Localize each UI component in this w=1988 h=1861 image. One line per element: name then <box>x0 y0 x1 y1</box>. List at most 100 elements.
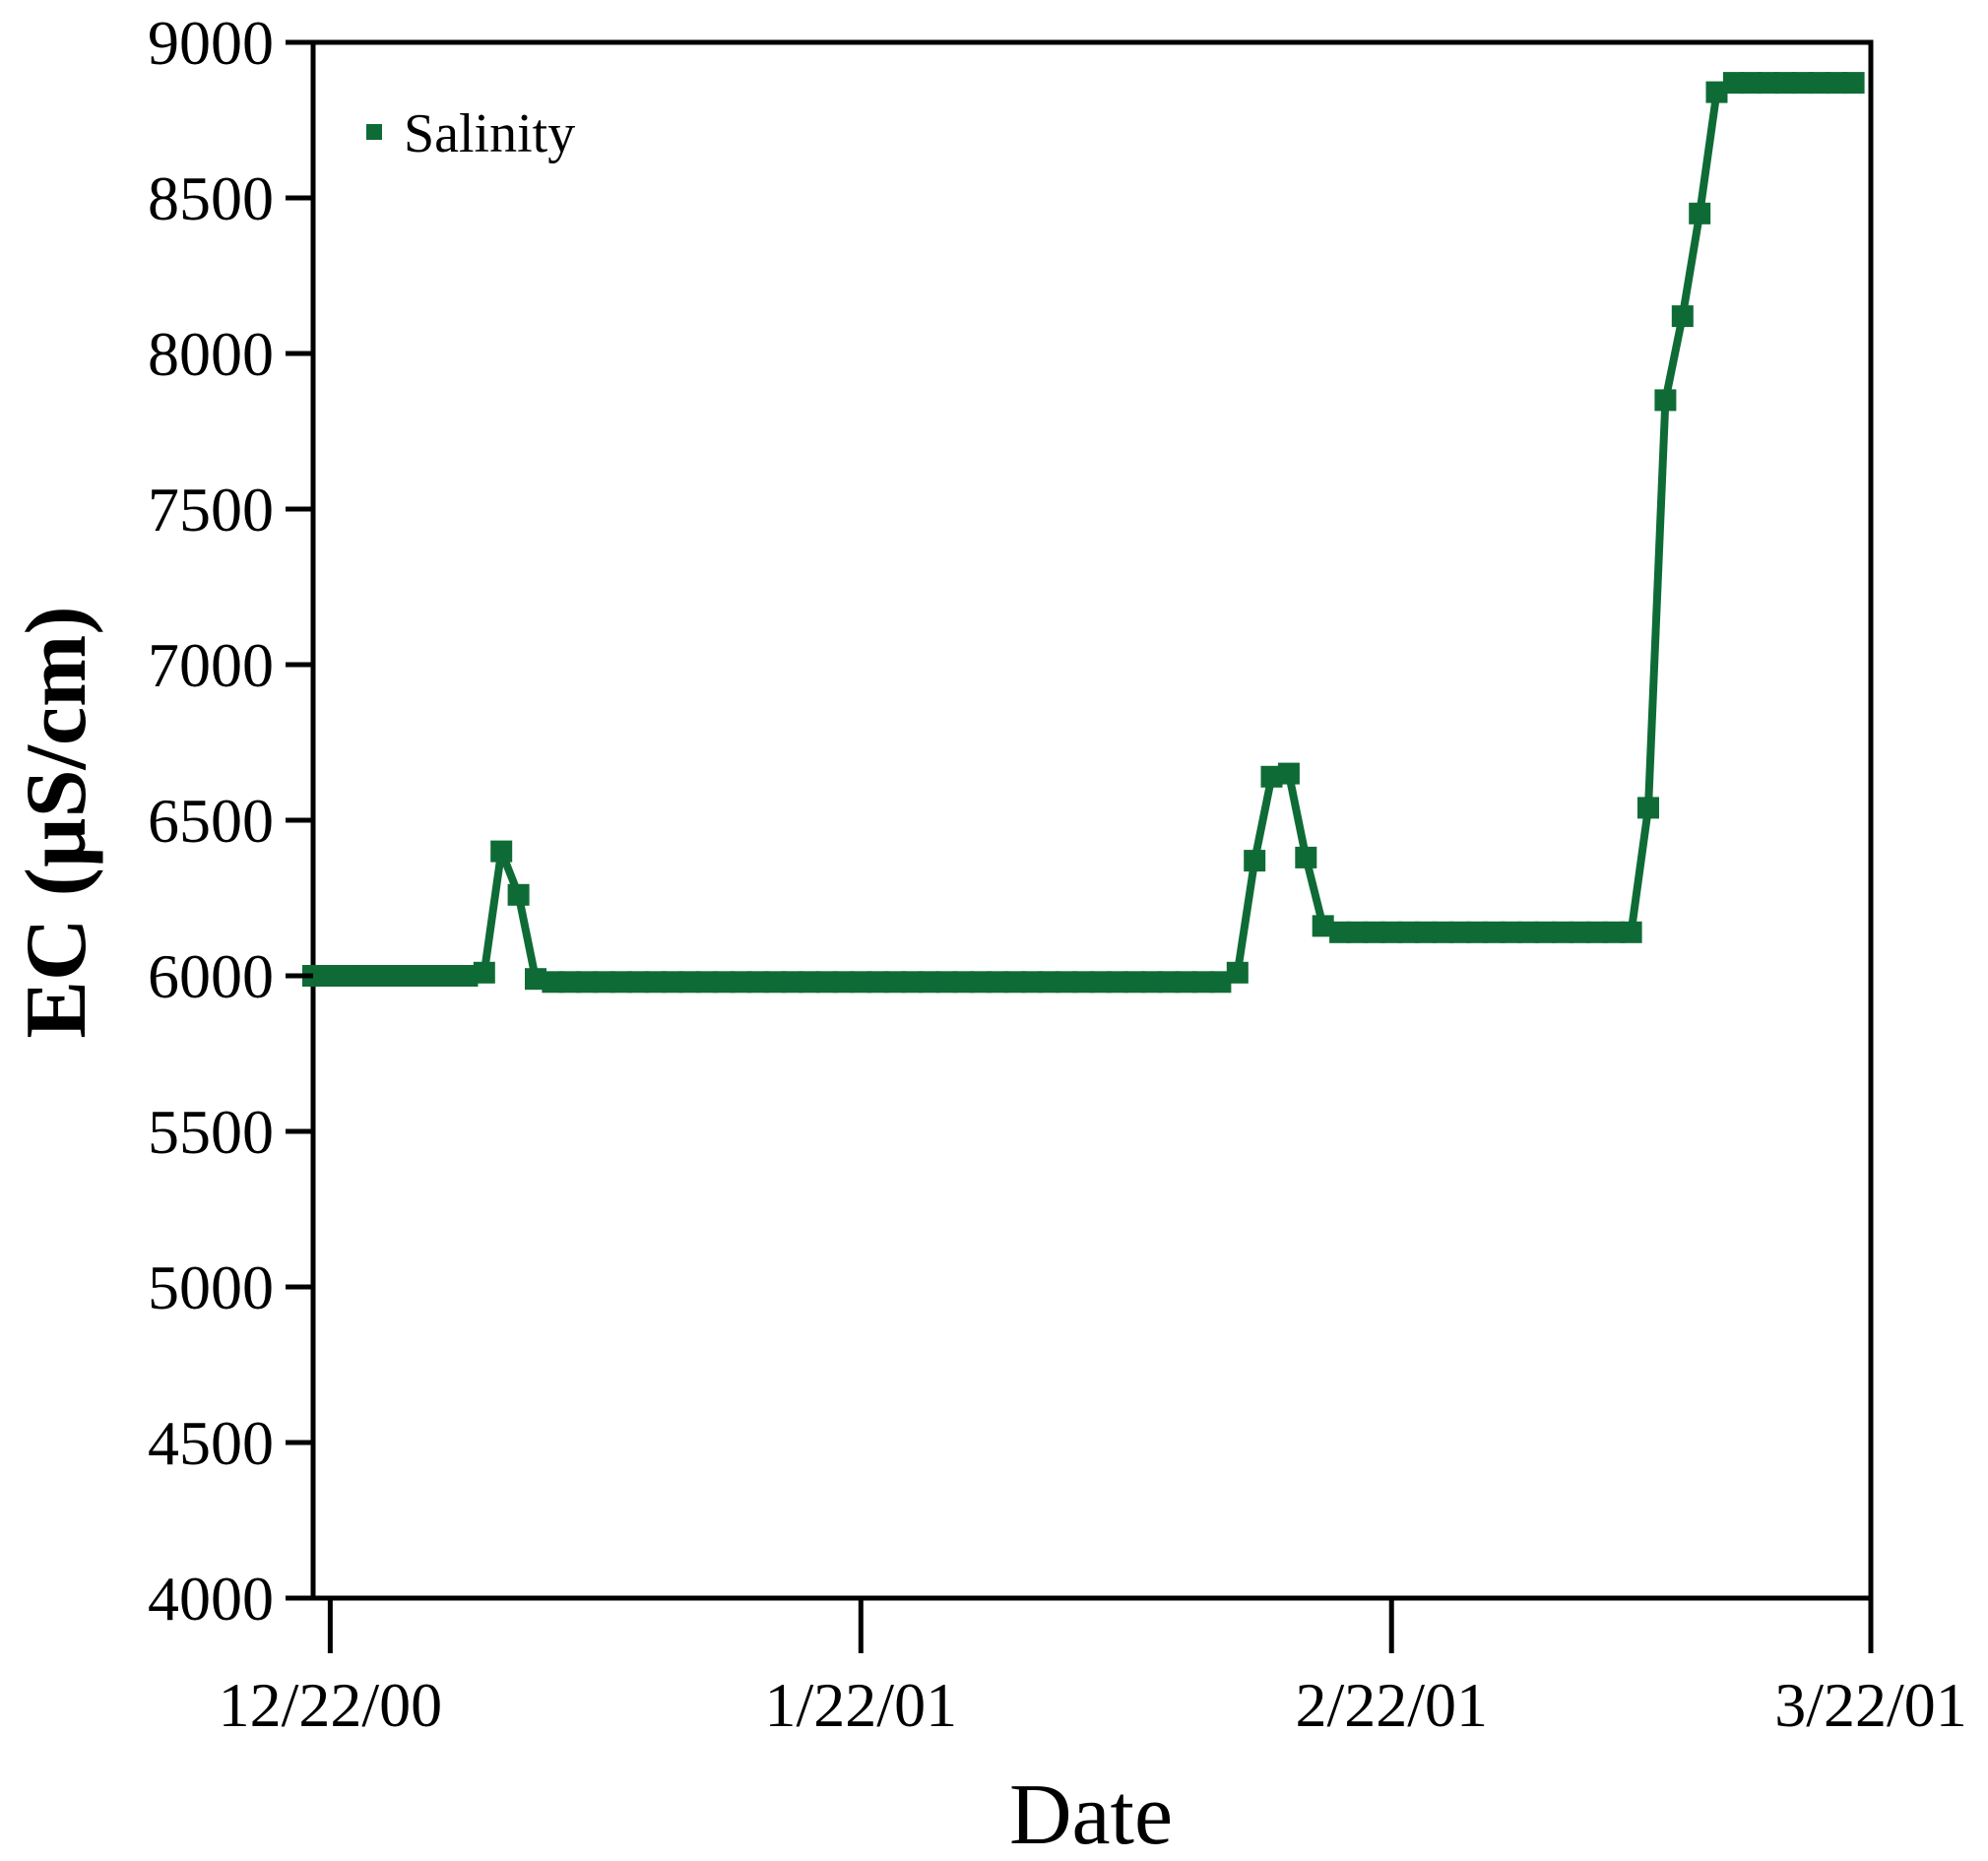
y-tick-label: 8000 <box>148 319 274 389</box>
data-point <box>1689 202 1711 225</box>
data-point <box>1277 762 1300 785</box>
data-point <box>525 968 546 991</box>
data-point <box>593 971 615 994</box>
data-point <box>781 971 803 994</box>
plot-area <box>310 39 1874 1601</box>
y-tick-label: 5500 <box>148 1097 274 1167</box>
data-point <box>1757 72 1779 95</box>
data-point <box>1842 72 1865 95</box>
data-point <box>1585 921 1608 943</box>
data-point <box>1517 921 1540 943</box>
axes-layer: 4000 4500 5000 5500 6000 6500 7000 7500 8000 8500… <box>148 8 1967 1740</box>
data-point <box>901 971 924 994</box>
x-tick-label: 12/22/00 <box>219 1670 443 1740</box>
data-point <box>558 971 581 994</box>
data-point <box>456 965 479 987</box>
y-tick-label: 6000 <box>148 941 274 1011</box>
data-point <box>1003 971 1026 994</box>
data-point <box>1448 921 1471 943</box>
y-tick-label: 7000 <box>148 630 274 700</box>
data-point <box>764 971 787 994</box>
data-point <box>473 961 495 984</box>
data-point <box>1295 846 1317 868</box>
data-point <box>353 965 376 987</box>
data-point <box>1552 921 1574 943</box>
data-point <box>1637 797 1659 819</box>
data-point <box>678 971 701 994</box>
data-point <box>1620 921 1642 943</box>
data-point <box>747 971 769 994</box>
legend: Salinity <box>366 103 575 164</box>
legend-label-salinity: Salinity <box>404 103 575 164</box>
data-point <box>1534 921 1557 943</box>
plot-frame <box>310 39 1874 1601</box>
x-tick-label: 2/22/01 <box>1295 1670 1488 1740</box>
data-point <box>336 965 358 987</box>
data-point <box>490 840 513 863</box>
data-point <box>1363 921 1385 943</box>
data-point <box>1415 921 1437 943</box>
data-point <box>884 971 907 994</box>
data-point <box>387 965 410 987</box>
data-point <box>542 971 564 994</box>
x-axis-title: Date <box>1009 1767 1173 1861</box>
data-point <box>918 971 940 994</box>
data-point <box>576 971 599 994</box>
data-point <box>1603 921 1626 943</box>
data-point <box>1244 850 1266 872</box>
y-tick-label: 7500 <box>148 475 274 545</box>
data-point <box>1466 921 1489 943</box>
y-tick-label: 6500 <box>148 786 274 856</box>
data-point <box>1432 921 1454 943</box>
data-point <box>1312 915 1334 937</box>
data-point <box>799 971 821 994</box>
data-point <box>1483 921 1506 943</box>
data-point <box>507 883 530 906</box>
data-point <box>850 971 872 994</box>
data-point <box>1654 389 1677 412</box>
data-point <box>730 971 752 994</box>
y-tick-label: 8500 <box>148 163 274 233</box>
data-point <box>832 971 855 994</box>
series-line-salinity <box>313 79 1854 987</box>
data-point <box>1346 921 1369 943</box>
data-point <box>1260 765 1283 788</box>
data-point <box>662 971 684 994</box>
y-tick-label: 9000 <box>148 8 274 78</box>
x-tick-label: 1/22/01 <box>765 1670 958 1740</box>
data-point <box>1705 81 1728 103</box>
data-point <box>1123 971 1146 994</box>
data-point <box>1397 921 1420 943</box>
data-point <box>644 971 667 994</box>
data-point <box>1140 971 1163 994</box>
data-point <box>421 965 444 987</box>
data-point <box>970 971 992 994</box>
x-tick-label: 3/22/01 <box>1774 1670 1967 1740</box>
y-tick-label: 5000 <box>148 1252 274 1322</box>
data-point <box>1826 72 1848 95</box>
y-axis-title: EC (µS/cm) <box>9 606 104 1038</box>
data-point <box>695 971 718 994</box>
data-point <box>1500 921 1522 943</box>
data-point <box>370 965 393 987</box>
data-point <box>1791 72 1814 95</box>
data-point <box>1740 72 1763 95</box>
data-point <box>1107 971 1129 994</box>
data-point <box>439 965 462 987</box>
y-tick-label: 4000 <box>148 1564 274 1634</box>
data-point <box>1192 971 1214 994</box>
data-point <box>1808 72 1830 95</box>
data-point <box>987 971 1009 994</box>
data-point <box>1774 72 1797 95</box>
data-point <box>1722 72 1745 95</box>
data-point <box>952 971 975 994</box>
data-point <box>1209 971 1232 994</box>
data-point <box>1038 971 1060 994</box>
data-point <box>815 971 838 994</box>
data-point <box>1329 921 1352 943</box>
data-point <box>1569 921 1591 943</box>
data-point <box>1021 971 1044 994</box>
data-point <box>713 971 736 994</box>
data-point <box>405 965 427 987</box>
